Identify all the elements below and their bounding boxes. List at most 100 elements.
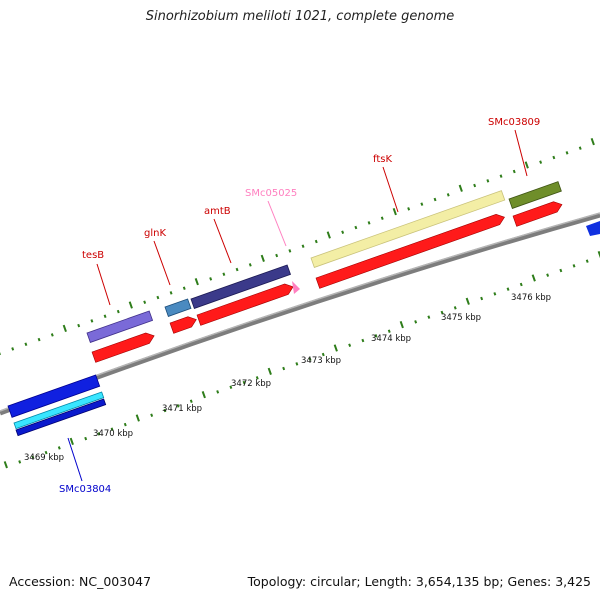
gene-label-glnK[interactable]: glnK [144,228,171,286]
scale-label: 3476 kbp [511,293,551,303]
tick-mark [209,277,213,281]
gene-label-SMc03804[interactable]: SMc03804 [59,437,111,495]
tick-mark [321,352,325,357]
gene-name-text: SMc05025 [245,188,297,199]
gene-name-text: SMc03804 [59,484,111,495]
tick-mark [427,315,431,319]
tick-mark [216,390,220,394]
tick-mark [235,267,239,272]
accession-label: Accession: NC_003047 [9,574,152,589]
tick-mark [194,278,199,286]
upper-tick-track [0,137,595,355]
tick-mark [288,249,292,253]
tick-mark [135,414,140,422]
gene-edge-right [586,221,600,236]
gene-leader-line [67,437,83,482]
tick-mark [465,297,470,305]
tick-mark [295,362,299,366]
gene-tesB-bar [86,310,154,343]
tick-mark [143,300,147,304]
tick-mark [392,208,397,216]
genome-summary: Topology: circular; Length: 3,654,135 bp… [247,574,591,589]
gene-SMc03809-bar [508,181,562,209]
tick-mark [552,155,556,160]
tick-mark [446,193,450,197]
tick-mark [255,376,259,380]
tick-mark [493,292,497,296]
tick-mark [248,263,252,267]
gene-leader-line [267,200,287,247]
tick-mark [333,344,338,352]
tick-mark [222,272,226,276]
tick-mark [380,216,384,220]
gene-label-SMc03809[interactable]: SMc03809 [488,117,540,177]
gene-glnK-bar [164,298,192,317]
tick-mark [453,306,457,310]
gene-SMc03804-strip [13,391,105,430]
tick-mark [572,264,576,268]
scale-label: 3470 kbp [93,429,133,439]
scale-label: 3474 kbp [371,334,411,344]
tick-mark [57,446,61,450]
tick-mark [18,460,22,464]
tick-mark [506,287,510,291]
tick-mark [37,337,41,342]
tick-mark [354,225,358,230]
tick-mark [90,319,94,323]
scale-label: 3472 kbp [231,379,271,389]
tick-mark [486,179,490,183]
tick-mark [585,259,589,263]
cds-ftsK-arrow [315,213,505,289]
tick-mark [326,231,331,239]
tick-mark [387,329,391,333]
gene-leader-line [382,166,399,213]
cds-tesB-arrow [91,332,155,363]
gene-SMc03804-bar [7,374,101,418]
tick-mark [374,334,378,338]
gene-leader-line [213,218,232,264]
gene-label-tesB[interactable]: tesB [82,250,111,306]
cds-amtB-arrow [196,283,294,326]
tick-mark [275,253,279,258]
tick-mark [458,184,463,192]
tick-mark [267,367,272,375]
gene-ftsK-bar [310,190,506,268]
tick-mark [420,202,424,206]
gene-label-SMc05025[interactable]: SMc05025 [245,188,297,247]
gene-name-text: glnK [144,228,166,239]
tick-mark [123,422,127,427]
scale-label: 3469 kbp [24,453,64,463]
tick-mark [201,391,206,399]
tick-mark [590,137,595,146]
tick-mark [524,161,529,169]
tick-mark [473,183,477,188]
gene-label-amtB[interactable]: amtB [204,206,232,264]
tick-mark [77,323,81,328]
tick-mark [433,197,437,202]
tick-mark [314,239,318,244]
gene-label-ftsK[interactable]: ftsK [373,154,399,213]
genome-title: Sinorhizobium meliloti 1021, complete ge… [145,9,455,24]
gene-name-text: tesB [82,250,104,261]
tick-mark [189,399,193,403]
tick-mark [176,404,180,408]
tick-mark [512,169,516,174]
scale-label: 3475 kbp [441,313,481,323]
tick-mark [440,310,444,315]
tick-mark [559,268,563,273]
cds-glnK-arrow [169,316,197,334]
tick-mark [69,437,74,445]
tick-mark [399,321,404,329]
tick-mark [308,357,312,361]
tick-mark [301,244,305,248]
tick-mark [578,146,582,150]
tick-mark [50,333,54,337]
tick-mark [229,385,233,389]
tick-mark [97,432,101,436]
tick-mark [341,230,345,234]
tick-mark [407,207,411,211]
tick-mark [156,295,160,300]
tick-mark [3,461,8,469]
